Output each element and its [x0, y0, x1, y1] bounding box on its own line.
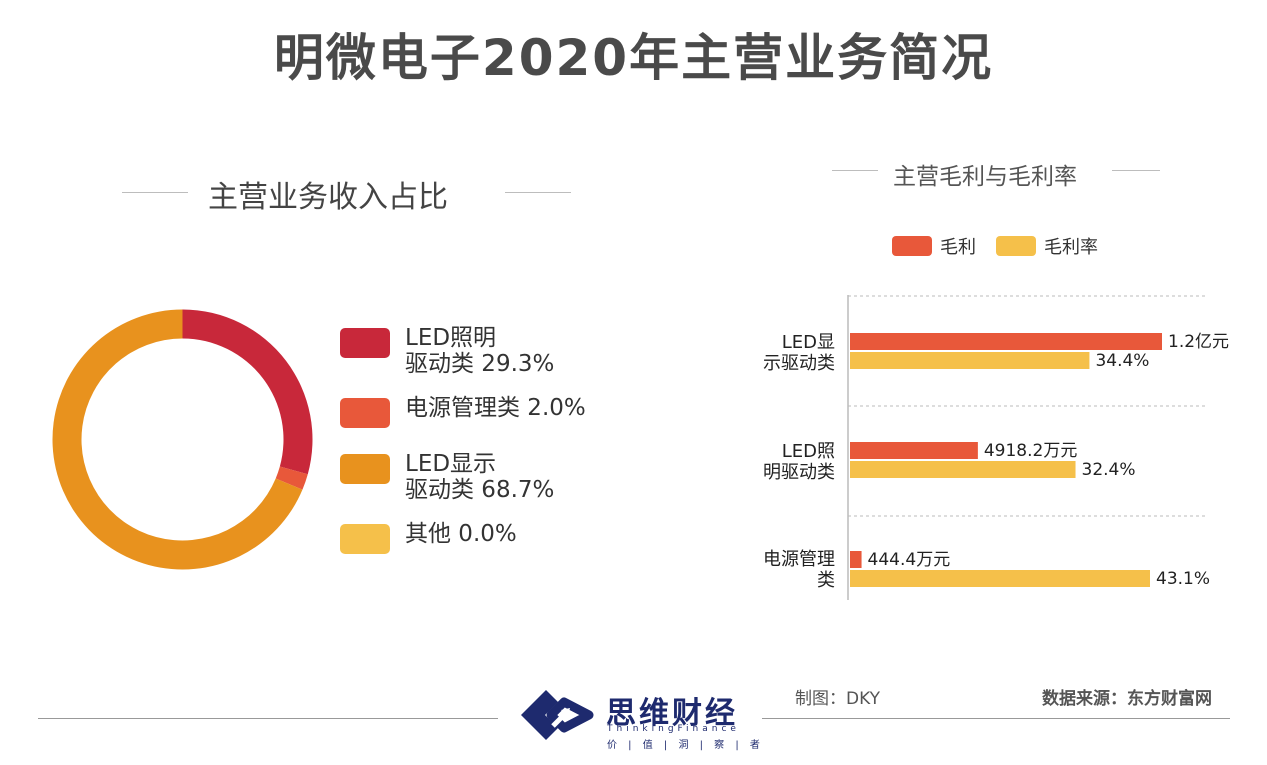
legend-item-power-mgmt: 电源管理类 2.0% [340, 395, 586, 451]
bar-chart-title: 主营毛利与毛利率 [893, 164, 1077, 190]
legend-label-margin: 毛利率 [1044, 237, 1098, 258]
section-rule-left-a [122, 192, 188, 193]
donut-slice-power-mgmt [275, 466, 308, 490]
category-label-led-display: LED显 示驱动类 [763, 332, 835, 374]
legend-item-led-display: LED显示 驱动类 68.7% [340, 451, 586, 509]
legend-item-other: 其他 0.0% [340, 521, 586, 561]
section-rule-right-a [832, 170, 878, 171]
category-label-power-mgmt: 电源管理 类 [763, 549, 835, 591]
donut-slice-led-lighting [182, 309, 313, 475]
data-source: 数据来源：东方财富网 [1042, 689, 1212, 709]
bar-profit-power-mgmt [850, 551, 862, 568]
category-label-led-lighting: LED照 明驱动类 [763, 441, 835, 483]
value-label-margin-led-lighting: 32.4% [1082, 460, 1136, 480]
legend-swatch-margin [996, 236, 1036, 256]
legend-swatch [340, 524, 390, 554]
brand-english-name: ThinkingFinance [607, 724, 740, 734]
bar-profit-led-lighting [850, 442, 978, 459]
bar-margin-led-display [850, 352, 1090, 369]
legend-label: 其他 0.0% [405, 521, 517, 547]
bar-margin-led-lighting [850, 461, 1076, 478]
value-label-profit-power-mgmt: 444.4万元 [868, 550, 951, 570]
bar-profit-led-display [850, 333, 1162, 350]
legend-label: LED显示 驱动类 68.7% [405, 451, 555, 503]
legend-swatch [340, 454, 390, 484]
legend-label-profit: 毛利 [940, 237, 976, 258]
legend-swatch [340, 398, 390, 428]
value-label-profit-led-display: 1.2亿元 [1168, 332, 1229, 352]
legend-item-led-lighting: LED照明 驱动类 29.3% [340, 325, 586, 383]
value-label-profit-led-lighting: 4918.2万元 [984, 441, 1077, 461]
donut-chart [52, 309, 313, 570]
donut-chart-title: 主营业务收入占比 [208, 180, 448, 215]
brand-slogan: 价 | 值 | 洞 | 察 | 者 [607, 740, 764, 751]
bar-margin-power-mgmt [850, 570, 1150, 587]
brand-logo-icon [521, 690, 594, 740]
legend-swatch-profit [892, 236, 932, 256]
legend-label: LED照明 驱动类 29.3% [405, 325, 555, 377]
footer-rule-left [38, 718, 498, 719]
legend-swatch [340, 328, 390, 358]
bar-legend: 毛利 毛利率 [892, 233, 1098, 259]
section-rule-left-b [505, 192, 571, 193]
brand-name: 思维财经 [606, 696, 738, 731]
donut-legend: LED照明 驱动类 29.3% 电源管理类 2.0% LED显示 驱动类 68.… [340, 325, 586, 561]
value-label-margin-power-mgmt: 43.1% [1156, 569, 1210, 589]
made-by-credit: 制图：DKY [795, 689, 881, 709]
legend-label: 电源管理类 2.0% [405, 395, 586, 421]
section-rule-right-b [1112, 170, 1160, 171]
footer-rule-right [762, 718, 1230, 719]
value-label-margin-led-display: 34.4% [1095, 351, 1149, 371]
page-title: 明微电子2020年主营业务简况 [273, 29, 994, 87]
